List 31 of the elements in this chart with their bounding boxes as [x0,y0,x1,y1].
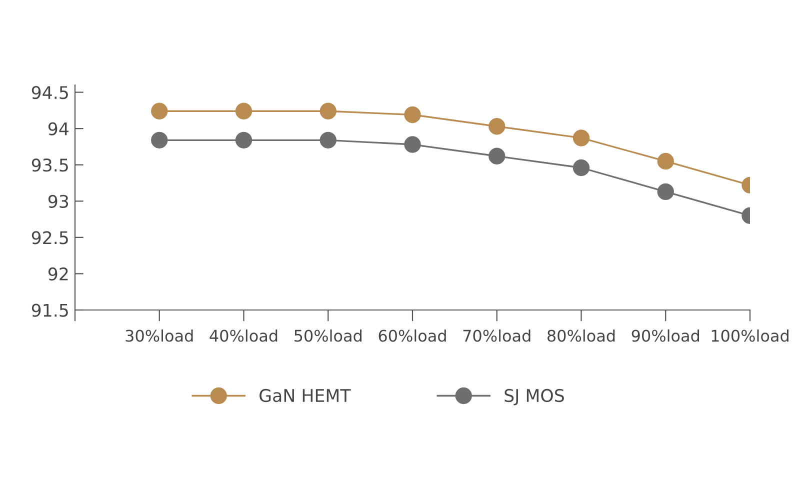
point [235,132,252,148]
y-tick-label: 94.5 [32,86,68,100]
point [657,152,674,170]
y-tick-label: 93.5 [32,158,68,172]
point [404,136,421,153]
x-tick-label: 90%load [632,329,699,342]
point [657,183,674,200]
legend-label: SJ MOS [504,388,564,406]
point [572,159,590,176]
x-tick-label: 40%load [210,329,278,342]
point [151,132,168,148]
point [235,102,252,120]
legend-label: GaN HEMT [260,388,351,402]
x-tick-label: 60%load [378,329,446,342]
y-tick-label: 92.5 [32,231,68,244]
point [488,118,506,135]
y-tick-label: 93 [48,194,68,208]
x-tick-label: 50%load [294,329,362,342]
point [488,148,506,164]
y-tick-label: 91.5 [32,304,68,317]
point [404,106,421,124]
point [572,130,590,146]
point [320,132,336,148]
x-tick-label: 100%load [712,329,788,342]
y-tick-label: 94 [48,122,68,136]
point [320,102,336,120]
x-tick-label: 30%load [126,329,193,342]
point [151,102,168,120]
x-tick-label: 70%load [463,329,530,342]
x-tick-label: 80%load [548,329,615,342]
y-tick-label: 92 [48,267,68,281]
